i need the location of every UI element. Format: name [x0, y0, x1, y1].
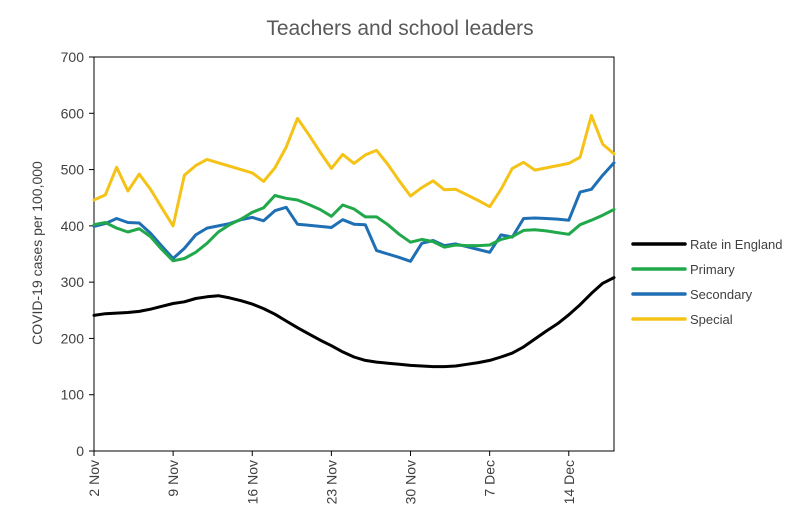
x-tick-label: 7 Dec	[482, 460, 498, 497]
y-tick-label: 400	[61, 218, 85, 234]
y-tick-label: 200	[61, 330, 85, 346]
x-tick-label: 30 Nov	[403, 460, 419, 504]
y-axis-label: COVID-19 cases per 100,000	[29, 161, 45, 345]
x-tick-label: 2 Nov	[86, 460, 102, 497]
x-tick-label: 9 Nov	[165, 460, 181, 497]
x-tick-label: 16 Nov	[244, 460, 260, 504]
y-tick-label: 500	[61, 162, 85, 178]
legend-label: Special	[690, 312, 733, 327]
chart-title: Teachers and school leaders	[266, 17, 533, 40]
series-line-rate-in-england	[92, 276, 616, 369]
y-tick-label: 300	[61, 274, 85, 290]
chart-series-lines	[92, 114, 616, 369]
plot-area-frame	[93, 56, 615, 452]
y-tick-label: 600	[61, 105, 85, 121]
series-line-secondary	[92, 161, 616, 263]
y-tick-label: 0	[76, 443, 84, 459]
legend-label: Secondary	[690, 287, 753, 302]
chart-axes: 0 100 200 300 400 500 600 700 2 Nov 9 Nov 16 Nov 23…	[61, 49, 615, 504]
legend-label: Primary	[690, 262, 735, 277]
y-tick-label: 100	[61, 387, 85, 403]
x-tick-label: 23 Nov	[323, 460, 339, 504]
series-line-special	[92, 114, 616, 228]
legend-label: Rate in England	[690, 237, 783, 252]
series-line-primary	[92, 194, 616, 263]
chart-legend: Rate in England Primary Secondary Special	[631, 237, 783, 327]
y-tick-label: 700	[61, 49, 85, 65]
x-tick-label: 14 Dec	[561, 460, 577, 504]
